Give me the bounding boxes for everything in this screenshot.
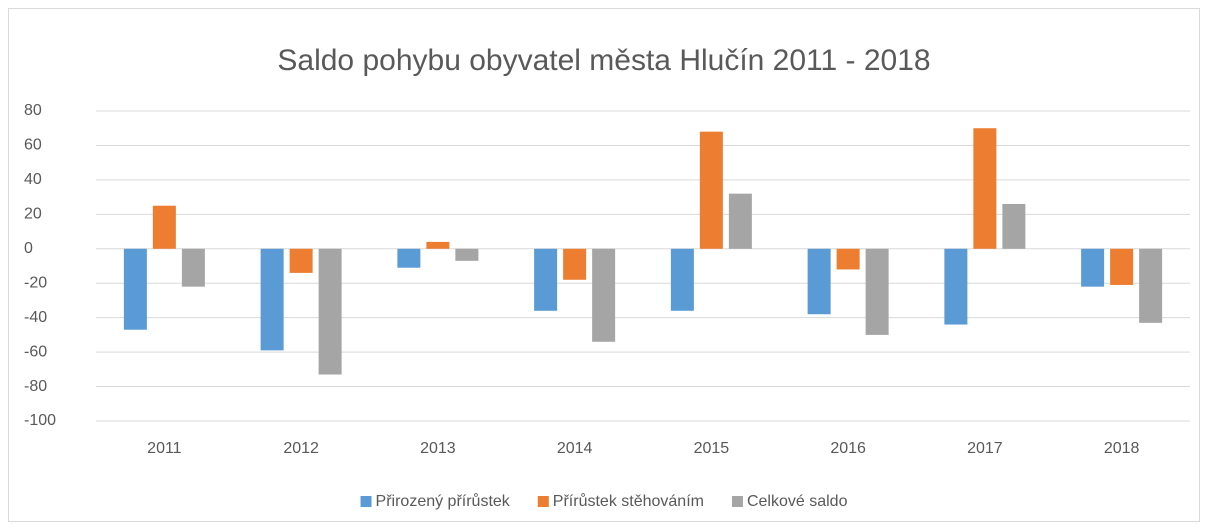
bar xyxy=(152,205,176,249)
x-tick-label: 2014 xyxy=(557,440,593,457)
bar xyxy=(836,248,860,270)
bar xyxy=(865,248,889,335)
x-tick-label: 2012 xyxy=(283,440,319,457)
bar xyxy=(592,248,616,342)
x-tick-label: 2013 xyxy=(420,440,456,457)
bar xyxy=(318,248,342,375)
bar xyxy=(944,248,968,325)
bar xyxy=(699,131,723,249)
bar xyxy=(1002,204,1026,249)
x-tick-label: 2016 xyxy=(830,440,866,457)
x-tick-label: 2015 xyxy=(694,440,730,457)
y-tick-label: -40 xyxy=(24,309,47,326)
legend-swatch xyxy=(731,496,743,507)
y-tick-label: -20 xyxy=(24,274,47,291)
legend-swatch xyxy=(360,496,372,507)
y-tick-label: -60 xyxy=(24,343,47,360)
x-tick-label: 2011 xyxy=(147,440,182,457)
legend-label: Přirozený přírůstek xyxy=(376,492,511,510)
bar xyxy=(426,241,450,249)
bar xyxy=(260,248,284,351)
y-tick-label: 0 xyxy=(24,240,33,257)
bar xyxy=(397,248,421,268)
y-tick-label: 80 xyxy=(24,102,42,119)
y-tick-label: 20 xyxy=(24,206,42,223)
bar xyxy=(1139,248,1163,323)
legend-label: Přírůstek stěhováním xyxy=(553,492,704,510)
bar xyxy=(181,248,205,287)
legend-label: Celkové saldo xyxy=(747,493,848,510)
bar xyxy=(670,248,694,311)
chart-title: Saldo pohybu obyvatel města Hlučín 2011 … xyxy=(277,44,930,77)
x-tick-label: 2018 xyxy=(1104,440,1140,457)
bar xyxy=(1110,248,1134,285)
bar xyxy=(807,248,831,315)
bar xyxy=(973,128,997,249)
y-tick-label: 40 xyxy=(24,171,42,188)
bar xyxy=(455,248,479,261)
y-tick-label: -80 xyxy=(24,378,47,395)
legend-swatch xyxy=(537,496,549,507)
bar xyxy=(563,248,587,280)
bar xyxy=(534,248,558,311)
y-tick-label: 60 xyxy=(24,137,42,154)
bar xyxy=(1081,248,1105,287)
x-tick-label: 2017 xyxy=(967,440,1003,457)
bar xyxy=(123,248,147,330)
bar xyxy=(728,193,752,249)
bar xyxy=(289,248,313,273)
y-tick-label: -100 xyxy=(24,412,56,429)
